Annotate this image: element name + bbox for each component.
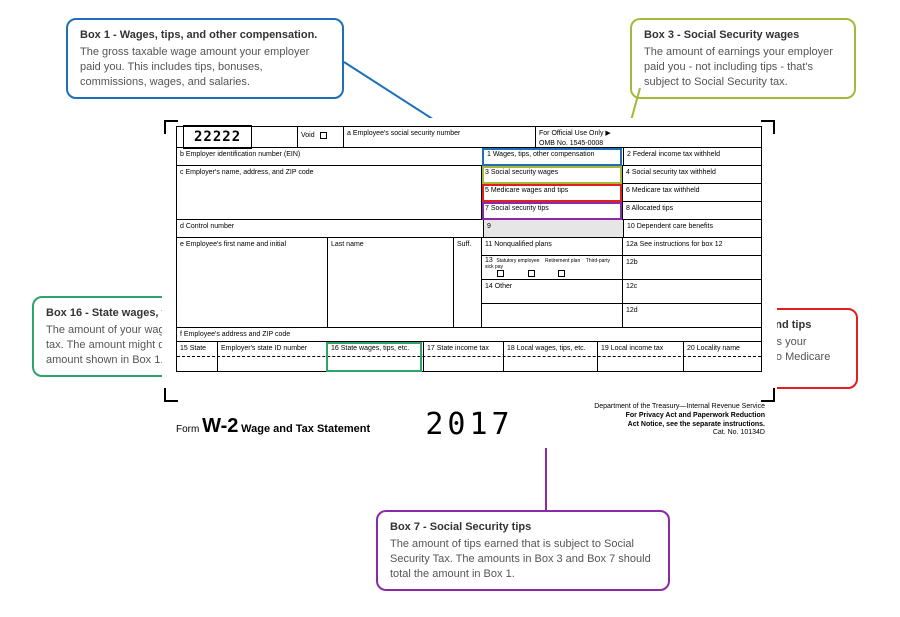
field-d: d Control number <box>180 223 234 230</box>
highlight-box1 <box>482 148 622 166</box>
form-desc: Wage and Tax Statement <box>241 423 370 435</box>
field-box12c: 12c <box>626 283 637 290</box>
code-22222: 22222 <box>183 125 252 149</box>
field-box10: 10 Dependent care benefits <box>627 223 713 230</box>
field-box14: 14 Other <box>485 283 512 290</box>
crop-bl <box>164 388 178 402</box>
form-title: Form W-2 Wage and Tax Statement <box>176 415 370 438</box>
form-dept: Department of the Treasury—Internal Reve… <box>594 403 765 438</box>
callout-box7-body: The amount of tips earned that is subjec… <box>390 538 651 580</box>
field-b: b Employer identification number (EIN) <box>180 151 300 158</box>
crop-br <box>761 388 775 402</box>
highlight-box7 <box>482 202 622 220</box>
omb: OMB No. 1545-0008 <box>539 140 603 147</box>
callout-box3: Box 3 - Social Security wages The amount… <box>630 18 856 99</box>
field-box19: 19 Local income tax <box>601 345 663 352</box>
field-box17: 17 State income tax <box>427 345 489 352</box>
field-e-last: Last name <box>331 241 364 248</box>
highlight-box16 <box>326 342 422 372</box>
field-e-initial: e Employee's first name and initial <box>180 241 286 248</box>
callout-box3-title: Box 3 - Social Security wages <box>644 28 842 43</box>
box13-ret: Retirement plan <box>545 258 580 264</box>
box13-stat-checkbox <box>497 270 504 277</box>
box13-ret-checkbox <box>528 270 535 277</box>
field-box9: 9 <box>487 223 491 230</box>
field-a: a Employee's social security number <box>347 130 460 137</box>
field-box6: 6 Medicare tax withheld <box>626 187 700 194</box>
callout-box7: Box 7 - Social Security tips The amount … <box>376 510 670 591</box>
field-box4: 4 Social security tax withheld <box>626 169 716 176</box>
field-c: c Employer's name, address, and ZIP code <box>180 169 314 176</box>
catno: Cat. No. 10134D <box>713 429 765 436</box>
field-box8: 8 Allocated tips <box>626 205 673 212</box>
dept2: For Privacy Act and Paperwork Reduction <box>626 412 765 419</box>
field-box12b: 12b <box>626 259 638 266</box>
field-stateid: Employer's state ID number <box>221 345 307 352</box>
field-box11: 11 Nonqualified plans <box>485 241 552 248</box>
dept1: Department of the Treasury—Internal Reve… <box>594 403 765 410</box>
form-year: 2017 <box>425 407 513 442</box>
field-box15: 15 State <box>180 345 206 352</box>
field-box12a: 12a See instructions for box 12 <box>626 241 723 248</box>
callout-box3-body: The amount of earnings your employer pai… <box>644 46 833 88</box>
w2-form: 22222 Void a Employee's social security … <box>162 118 777 448</box>
highlight-box5 <box>482 184 622 202</box>
box13-sick-checkbox <box>558 270 565 277</box>
dept3: Act Notice, see the separate instruction… <box>628 421 765 428</box>
crop-tr <box>761 120 775 134</box>
callout-box1: Box 1 - Wages, tips, and other compensat… <box>66 18 344 99</box>
form-w2: W-2 <box>202 415 238 437</box>
callout-box1-body: The gross taxable wage amount your emplo… <box>80 46 309 88</box>
callout-box7-title: Box 7 - Social Security tips <box>390 520 656 535</box>
official-use: For Official Use Only ▶ <box>539 130 611 137</box>
callout-box1-title: Box 1 - Wages, tips, and other compensat… <box>80 28 330 43</box>
field-e-suff: Suff. <box>457 241 471 248</box>
field-box12d: 12d <box>626 307 638 314</box>
field-box2: 2 Federal income tax withheld <box>627 151 720 158</box>
highlight-box3 <box>482 166 622 184</box>
field-f: f Employee's address and ZIP code <box>180 331 290 338</box>
field-box13: 13 <box>485 257 493 264</box>
void-label: Void <box>301 132 315 139</box>
void-checkbox <box>320 132 327 139</box>
field-box20: 20 Locality name <box>687 345 740 352</box>
form-label: Form <box>176 424 199 435</box>
field-box18: 18 Local wages, tips, etc. <box>507 345 586 352</box>
